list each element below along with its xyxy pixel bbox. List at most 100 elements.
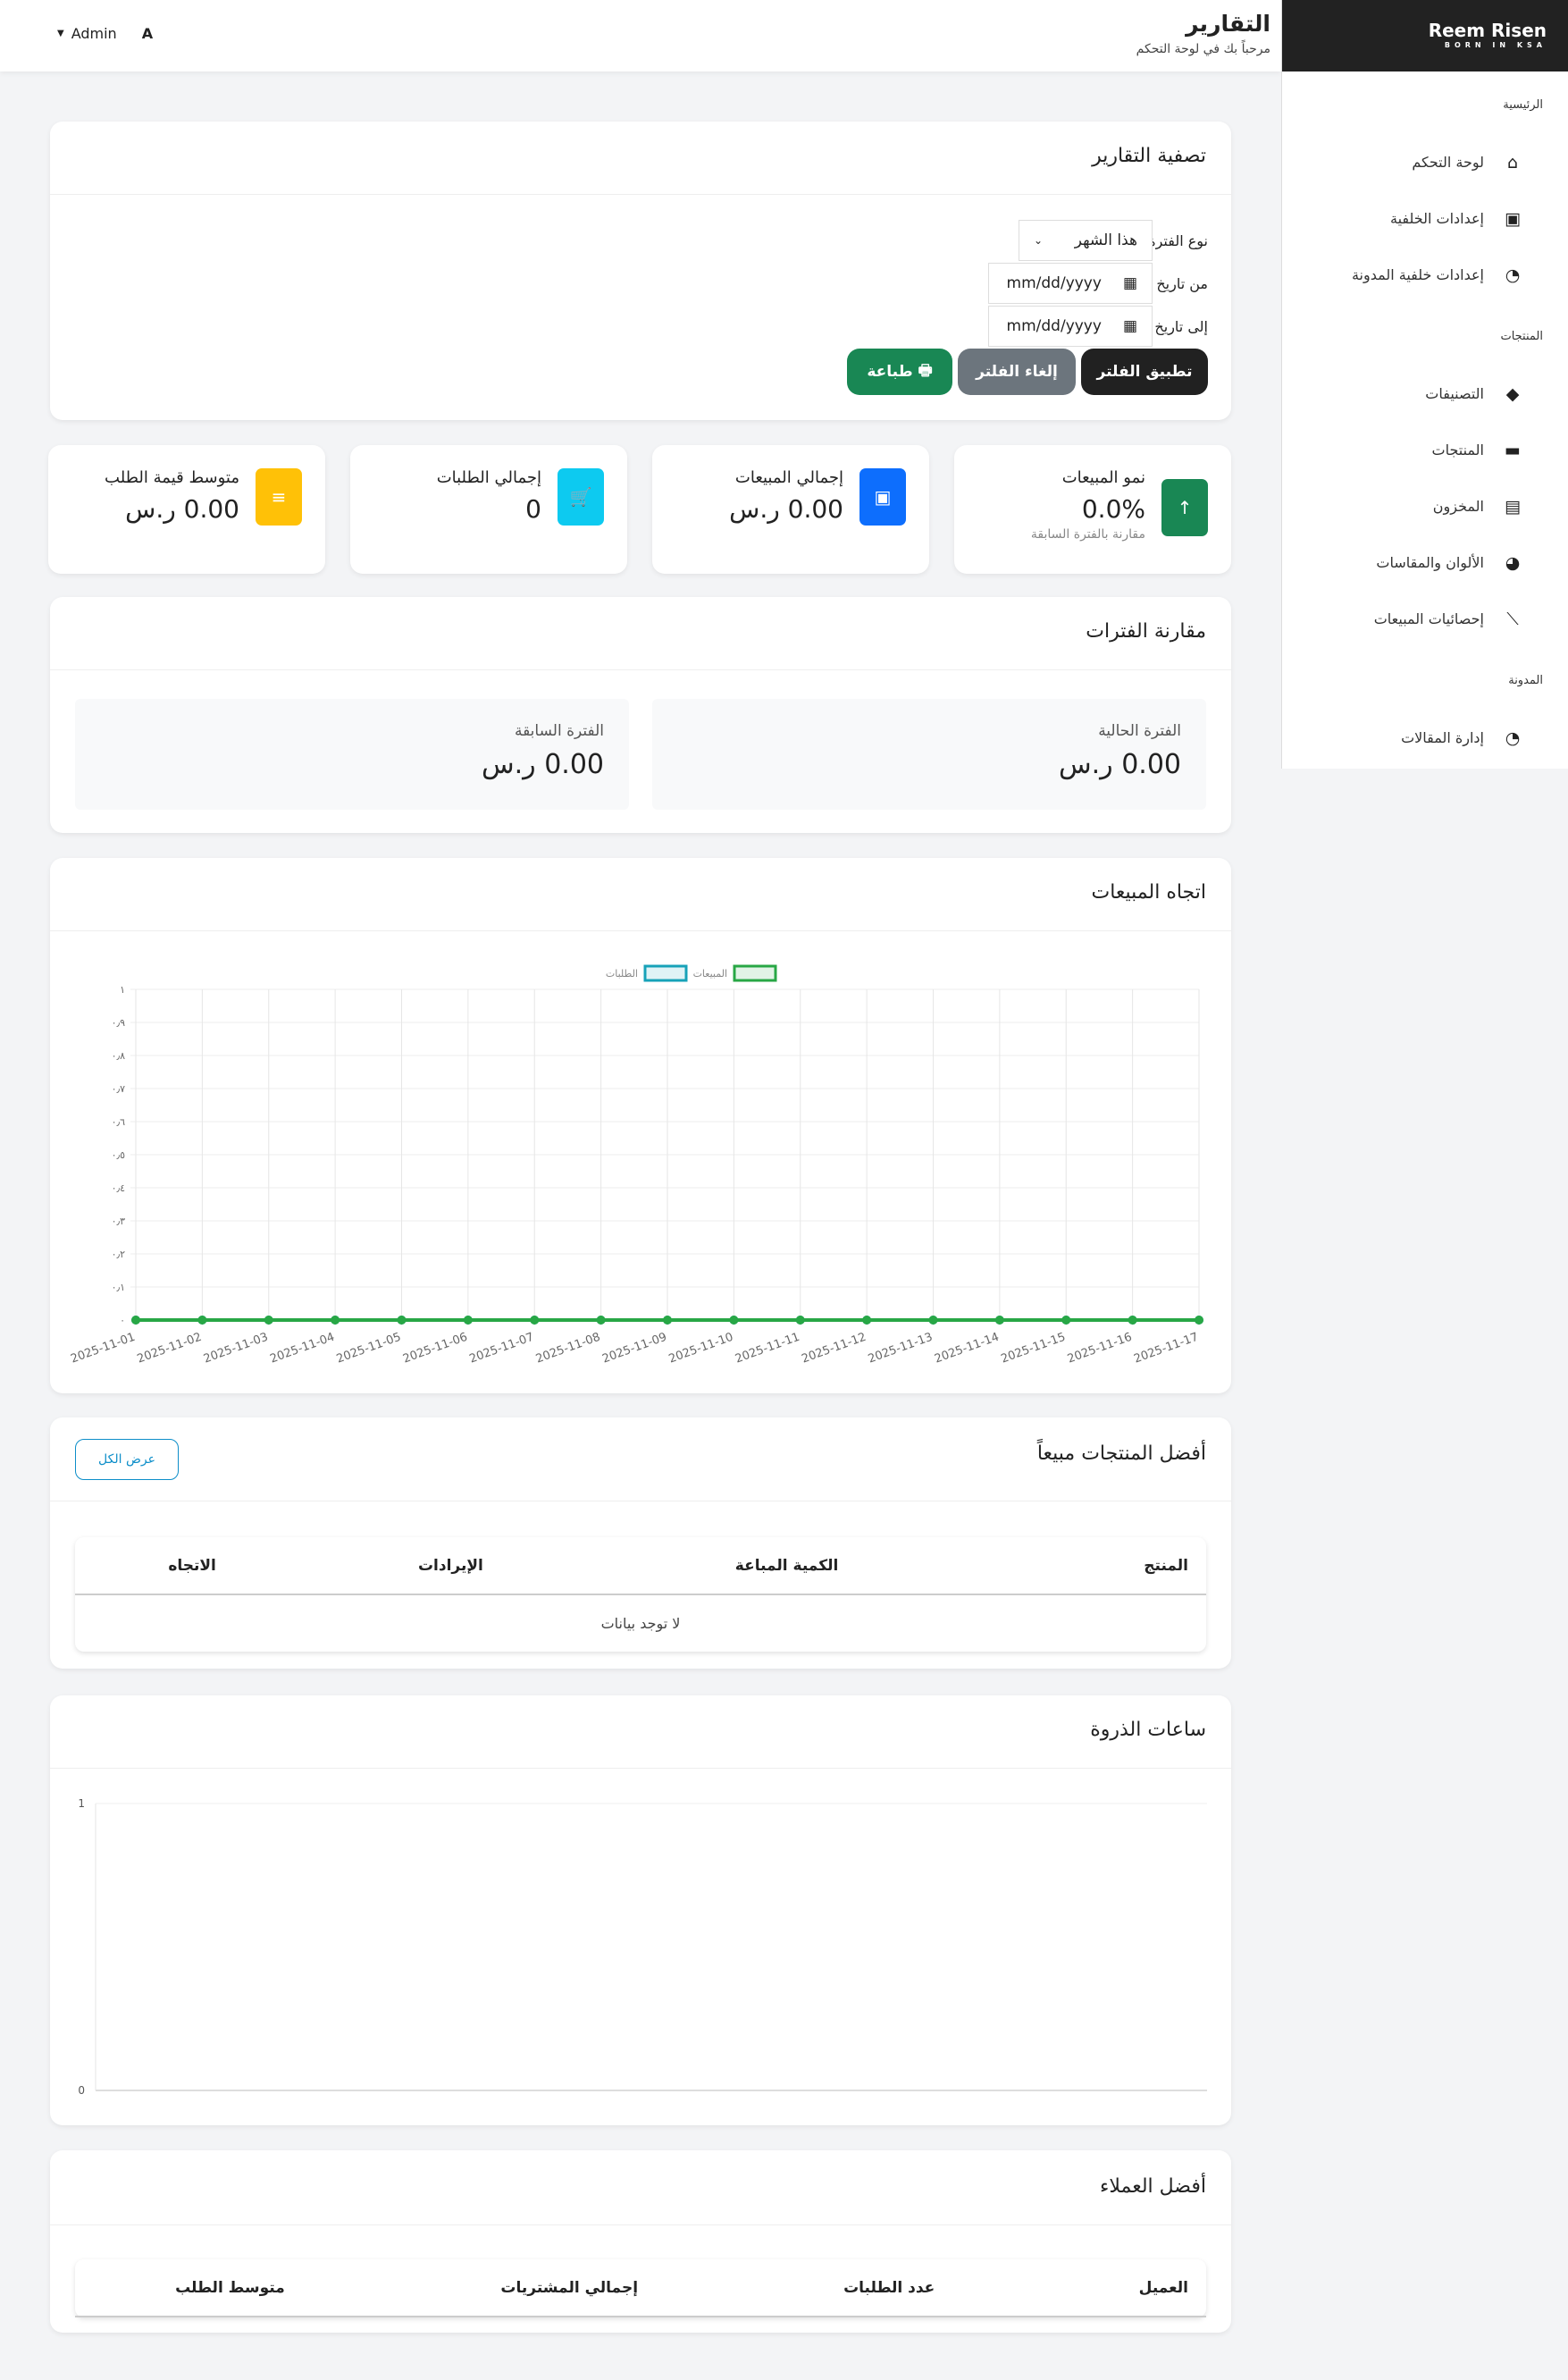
top-customers-title: أفضل العملاء — [50, 2150, 1231, 2225]
blog-icon: ◔ — [1505, 265, 1521, 285]
x-tick-label: 2025-11-13 — [867, 1331, 935, 1367]
image-icon: ▣ — [1505, 208, 1521, 229]
caret-down-icon: ▼ — [57, 29, 64, 38]
x-tick-label: 2025-11-11 — [734, 1331, 801, 1367]
calendar-icon: ▦ — [1122, 274, 1137, 292]
y-tick-label: ٠٫٦ — [112, 1116, 125, 1128]
stat-card: 🛒 إجمالي الطلبات 0 — [350, 445, 627, 574]
sales-trend-chart: ٠٠٫١٠٫٢٠٫٣٠٫٤٠٫٥٠٫٦٠٫٧٠٫٨٠٫٩١2025-11-012… — [69, 964, 1203, 1367]
data-point — [530, 1316, 540, 1325]
previous-period: الفترة السابقة 0.00 ر.س — [75, 699, 629, 810]
comparison-card: مقارنة الفترات الفترة الحالية 0.00 ر.س ا… — [50, 597, 1231, 833]
to-date-label: إلى تاريخ — [1154, 317, 1208, 335]
sidebar-item[interactable]: ⌂ لوحة التحكم — [1282, 134, 1568, 190]
top-products-title: أفضل المنتجات مبيعاً — [50, 1417, 1231, 1501]
box-icon: ▬ — [1505, 440, 1521, 460]
cart-icon: 🛒 — [558, 468, 604, 526]
data-point — [331, 1316, 340, 1325]
sidebar-item-label: إعدادات خلفية المدونة — [1351, 266, 1484, 283]
legend-label: المبيعات — [693, 968, 727, 980]
warehouse-icon: ▤ — [1505, 496, 1521, 517]
brand-logo[interactable]: Reem Risen BORN IN KSA — [1282, 0, 1568, 71]
sidebar-item-label: التصنيفات — [1425, 385, 1484, 402]
user-menu[interactable]: ▼ Admin A — [57, 25, 153, 42]
y-tick-label: ٠٫٢ — [112, 1249, 125, 1260]
column-header: الإيرادات — [309, 1537, 592, 1595]
sidebar-item[interactable]: ◆ التصنيفات — [1282, 366, 1568, 422]
data-point — [994, 1316, 1004, 1325]
x-tick-label: 2025-11-03 — [202, 1331, 270, 1367]
x-tick-label: 2025-11-16 — [1066, 1331, 1134, 1367]
data-point — [1128, 1316, 1137, 1325]
x-tick-label: 2025-11-17 — [1132, 1331, 1200, 1367]
top-products-table: المنتج الكمية المباعة الإيرادات الاتجاه لا … — [75, 1537, 1206, 1652]
column-header: العميل — [1024, 2259, 1206, 2317]
sidebar-item-label: الألوان والمقاسات — [1376, 554, 1484, 571]
to-date-input[interactable]: ▦ mm/dd/yyyy — [988, 306, 1153, 347]
y-tick-label: ٠٫٣ — [112, 1215, 125, 1227]
sidebar-item[interactable]: ⟋ إحصائيات المبيعات — [1282, 591, 1568, 647]
empty-message: لا توجد بيانات — [600, 1615, 681, 1632]
sidebar-item[interactable]: ▬ المنتجات — [1282, 422, 1568, 478]
data-point — [264, 1316, 273, 1325]
stat-card: ≡ متوسط قيمة الطلب 0.00 ر.س — [48, 445, 325, 574]
sidebar-section-label: المدونة — [1508, 674, 1543, 687]
x-tick-label: 2025-11-07 — [467, 1331, 535, 1367]
current-period: الفترة الحالية 0.00 ر.س — [652, 699, 1206, 810]
page-title: التقارير — [1186, 11, 1270, 37]
sidebar-item[interactable]: ◕ الألوان والمقاسات — [1282, 534, 1568, 591]
receipt-icon: ≡ — [256, 468, 302, 526]
x-tick-label: 2025-11-08 — [534, 1331, 602, 1367]
tags-icon: ◆ — [1505, 383, 1520, 404]
top-products-card: أفضل المنتجات مبيعاً عرض الكل المنتج الكم… — [50, 1417, 1231, 1669]
sidebar-item-label: المنتجات — [1431, 442, 1485, 458]
y-tick-label: ٠٫٧ — [112, 1083, 125, 1095]
x-tick-label: 2025-11-05 — [335, 1331, 403, 1367]
legend-swatch — [733, 964, 777, 982]
money-icon: ▣ — [859, 468, 906, 526]
sidebar-item-label: المخزون — [1432, 498, 1484, 515]
from-date-label: من تاريخ — [1156, 274, 1208, 292]
sidebar-item[interactable]: ◔ إدارة المقالات — [1282, 710, 1568, 766]
x-tick-label: 2025-11-02 — [136, 1331, 204, 1367]
sidebar-item-label: إحصائيات المبيعات — [1373, 610, 1484, 627]
data-point — [596, 1316, 606, 1325]
sidebar-item[interactable]: ▣ إعدادات الخلفية — [1282, 190, 1568, 247]
filter-card: تصفية التقارير نوع الفترة هذا الشهر ⌄ من … — [50, 122, 1231, 420]
apply-filter-button[interactable]: تطبيق الفلتر — [1081, 349, 1208, 395]
x-tick-label: 2025-11-10 — [667, 1331, 735, 1367]
period-select[interactable]: هذا الشهر ⌄ — [1019, 220, 1153, 261]
column-header: عدد الطلبات — [753, 2259, 1025, 2317]
y-tick-label: ٠٫٤ — [112, 1182, 125, 1194]
user-name: Admin — [71, 25, 117, 42]
print-button[interactable]: 🖶 طباعة — [847, 349, 952, 395]
data-point — [131, 1316, 140, 1325]
data-point — [928, 1316, 938, 1325]
sidebar-item[interactable]: ▤ المخزون — [1282, 478, 1568, 534]
column-header: الاتجاه — [75, 1537, 310, 1595]
sidebar-item[interactable]: ◔ إعدادات خلفية المدونة — [1282, 247, 1568, 303]
chart-line-icon: ⟋ — [1506, 609, 1519, 629]
sidebar: Reem Risen BORN IN KSA الرئيسية ⌂ لوحة الت… — [1281, 0, 1568, 769]
arrow-up-icon: ↑ — [1161, 479, 1208, 536]
x-tick-label: 2025-11-15 — [999, 1331, 1067, 1367]
sales-trend-title: اتجاه المبيعات — [50, 858, 1231, 931]
page-subtitle: مرحباً بك في لوحة التحكم — [1136, 42, 1270, 56]
cancel-filter-button[interactable]: إلغاء الفلتر — [958, 349, 1076, 395]
data-point — [1061, 1316, 1071, 1325]
x-tick-label: 2025-11-09 — [600, 1331, 668, 1367]
data-point — [397, 1316, 407, 1325]
data-point — [663, 1316, 672, 1325]
view-all-button[interactable]: عرض الكل — [75, 1439, 179, 1480]
legend-swatch — [643, 964, 688, 982]
data-point — [463, 1316, 473, 1325]
data-point — [1195, 1316, 1203, 1325]
printer-icon: 🖶 — [918, 361, 933, 380]
y-tick-label: ٠٫٥ — [112, 1149, 125, 1161]
chevron-down-icon: ⌄ — [1034, 234, 1044, 247]
period-label: نوع الفترة — [1148, 231, 1208, 249]
data-point — [795, 1316, 805, 1325]
from-date-input[interactable]: ▦ mm/dd/yyyy — [988, 263, 1153, 304]
column-header: متوسط الطلب — [75, 2259, 385, 2317]
